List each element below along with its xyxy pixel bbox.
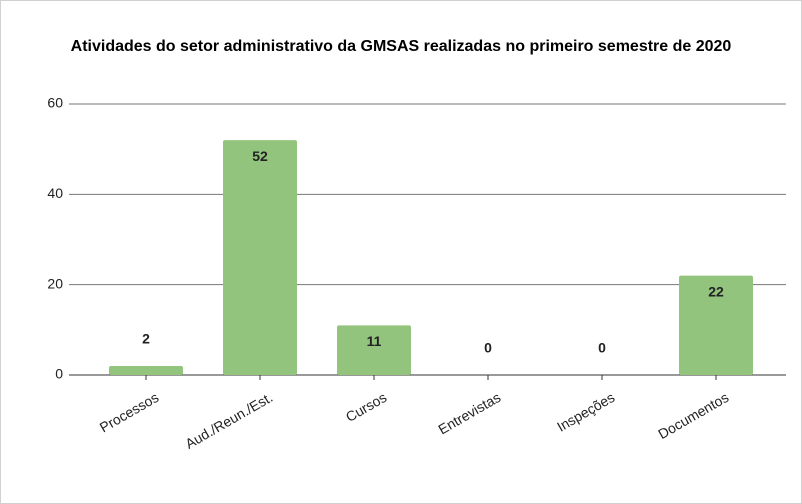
bar [223,140,297,375]
data-label: 22 [708,283,724,299]
x-tick-label: Documentos [655,389,731,442]
data-label: 0 [598,340,606,356]
x-tick-label: Inspeções [554,389,617,435]
bar [109,365,183,375]
data-label: 2 [142,331,150,347]
y-tick-label: 0 [55,366,63,382]
x-tick-label: Entrevistas [435,389,503,437]
y-tick-label: 20 [47,275,63,291]
x-tick-label: Aud./Reun./Est. [182,389,275,452]
bar [679,275,753,375]
x-tick-label: Processos [97,389,162,436]
data-label: 11 [367,333,382,349]
data-label: 0 [484,340,492,356]
y-tick-label: 40 [47,185,63,201]
x-tick-label: Cursos [343,389,389,425]
chart-title: Atividades do setor administrativo da GM… [70,38,732,55]
y-tick-label: 60 [47,95,63,111]
data-label: 52 [252,148,268,164]
bar [337,325,411,375]
